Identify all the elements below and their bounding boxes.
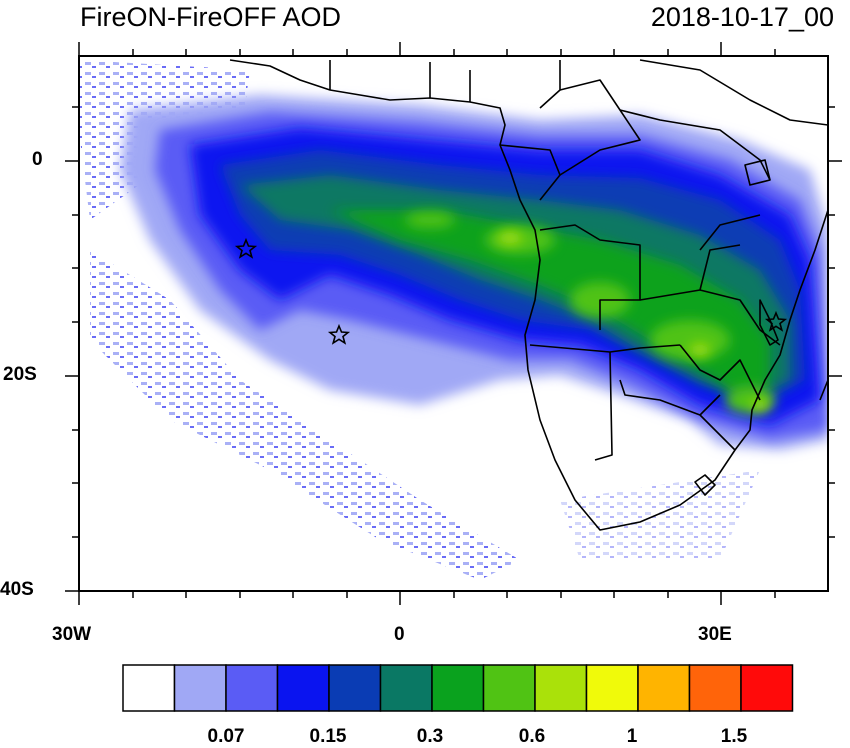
axis-ticks bbox=[65, 42, 842, 605]
colorbar-swatch bbox=[379, 664, 433, 712]
y-tick-label: 0 bbox=[32, 149, 43, 170]
x-tick-label: 0 bbox=[394, 624, 405, 645]
colorbar-swatch bbox=[276, 664, 330, 712]
map-date: 2018-10-17_00 bbox=[650, 2, 834, 32]
colorbar bbox=[122, 664, 794, 712]
star-marker bbox=[327, 323, 351, 345]
colorbar-swatch bbox=[482, 664, 536, 712]
colorbar-swatch bbox=[173, 664, 227, 712]
colorbar-label: 1 bbox=[626, 726, 638, 747]
colorbar-label: 1.5 bbox=[720, 726, 748, 747]
colorbar-swatch bbox=[534, 664, 588, 712]
y-tick-label: 40S bbox=[0, 579, 34, 600]
y-tick-label: 20S bbox=[3, 364, 37, 385]
aod-field bbox=[79, 56, 828, 591]
colorbar-swatch bbox=[328, 664, 382, 712]
colorbar-swatch bbox=[122, 664, 176, 712]
colorbar-label: 0.07 bbox=[207, 726, 245, 747]
star-marker bbox=[764, 310, 788, 332]
colorbar-label: 0.3 bbox=[416, 726, 444, 747]
star-marker bbox=[234, 237, 258, 259]
map-title: FireON-FireOFF AOD bbox=[80, 2, 341, 32]
colorbar-label: 0.6 bbox=[518, 726, 546, 747]
x-tick-label: 30E bbox=[698, 624, 732, 645]
colorbar-swatch bbox=[225, 664, 279, 712]
marker-stars bbox=[234, 237, 788, 345]
coastlines-borders bbox=[229, 59, 828, 531]
colorbar-swatch bbox=[585, 664, 639, 712]
colorbar-swatch bbox=[740, 664, 794, 712]
x-tick-label: 30W bbox=[52, 624, 92, 645]
colorbar-swatch bbox=[431, 664, 485, 712]
colorbar-label: 0.15 bbox=[309, 726, 347, 747]
colorbar-swatch bbox=[637, 664, 691, 712]
colorbar-swatch bbox=[688, 664, 742, 712]
